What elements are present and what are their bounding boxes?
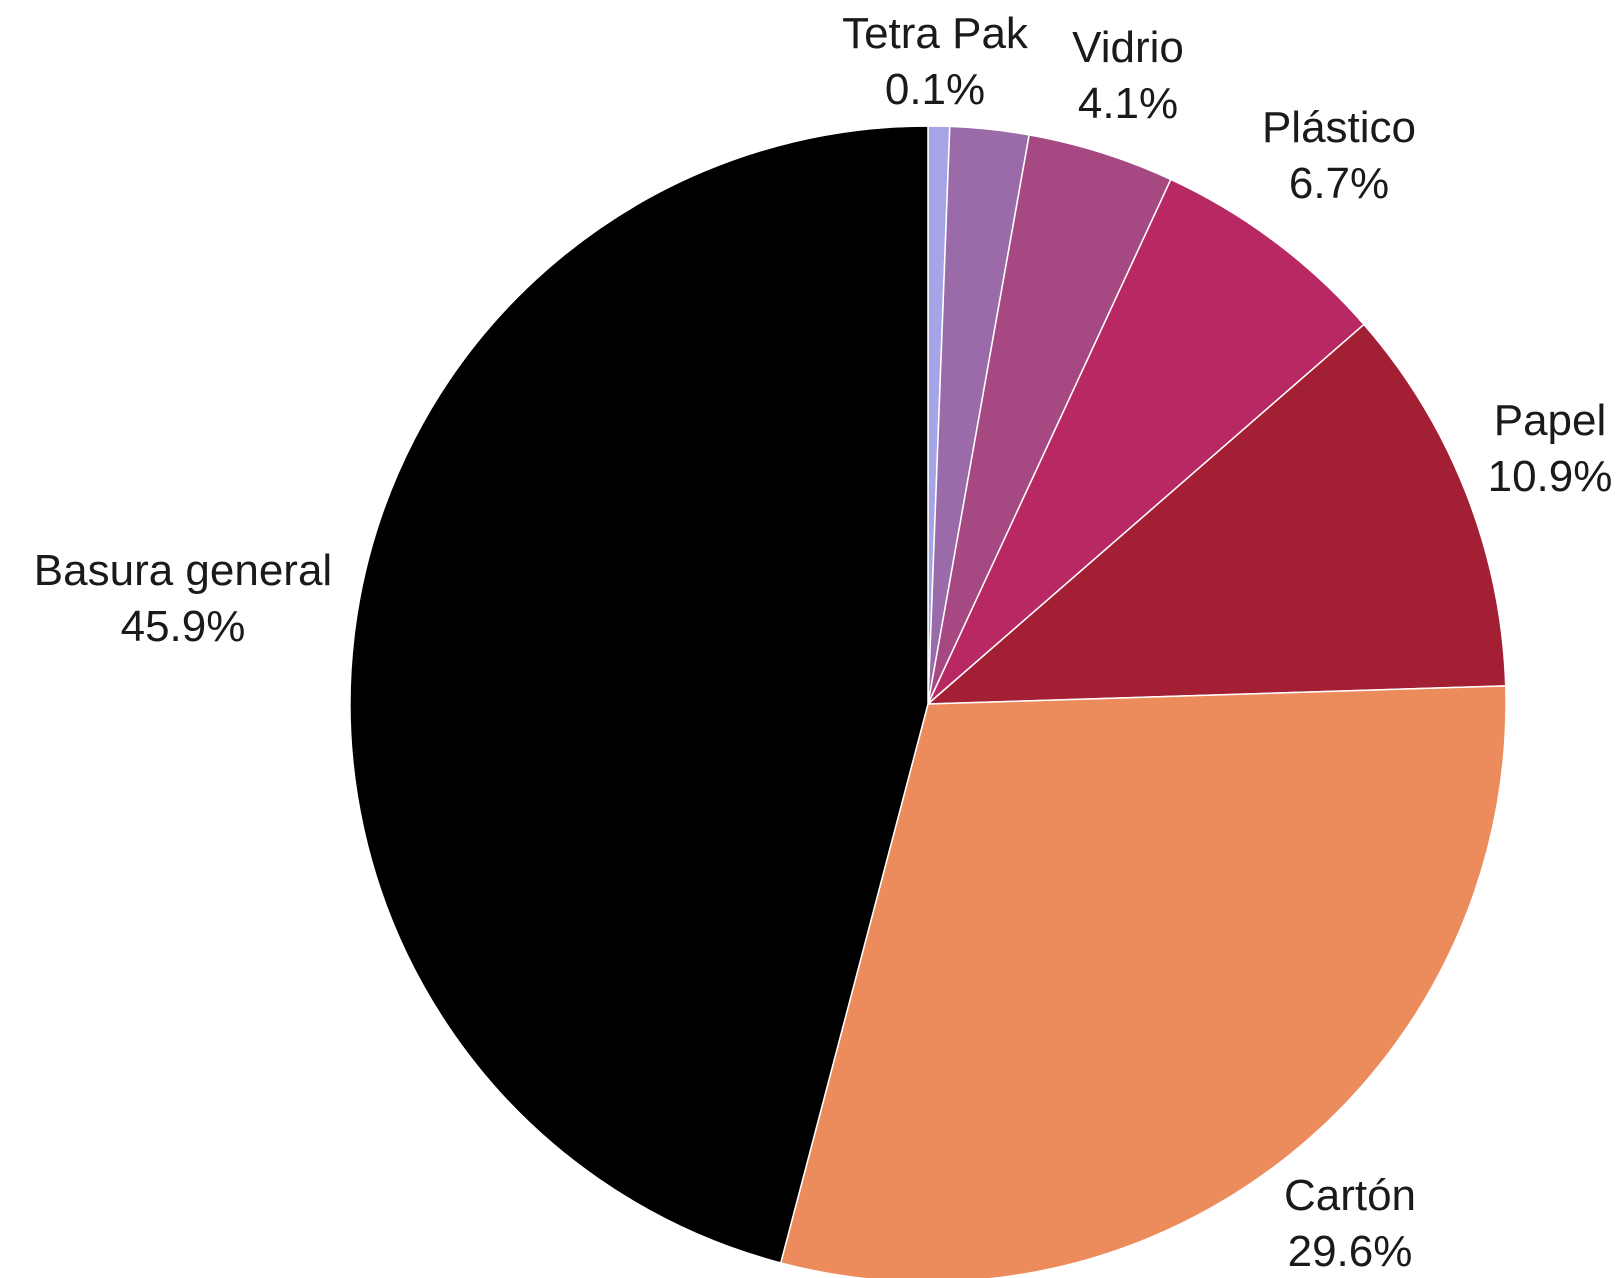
label-carton-value: 29.6% xyxy=(1288,1227,1413,1276)
label-plastico-value: 6.7% xyxy=(1289,159,1389,208)
slice-labels: Tetra Pak 0.1% Vidrio 4.1% Plástico 6.7%… xyxy=(34,9,1613,1276)
pie-slice-plastico xyxy=(927,178,1366,705)
pie-slice-papel xyxy=(925,323,1507,705)
label-carton-name: Cartón xyxy=(1284,1171,1416,1220)
label-papel-value: 10.9% xyxy=(1488,452,1613,501)
label-vidrio-value: 4.1% xyxy=(1078,79,1178,128)
label-tetra-pak-value: 0.1% xyxy=(885,65,985,114)
label-vidrio-name: Vidrio xyxy=(1072,23,1184,72)
label-papel-name: Papel xyxy=(1494,396,1607,445)
label-tetra-pak-name: Tetra Pak xyxy=(842,9,1029,58)
label-basura-general-name: Basura general xyxy=(34,546,332,595)
pie-slice-basura-general xyxy=(349,125,929,1264)
label-plastico-name: Plástico xyxy=(1262,103,1416,152)
pie-slices xyxy=(349,125,1507,1278)
pie-slice-carton xyxy=(779,685,1507,1278)
label-basura-general-value: 45.9% xyxy=(121,602,246,651)
